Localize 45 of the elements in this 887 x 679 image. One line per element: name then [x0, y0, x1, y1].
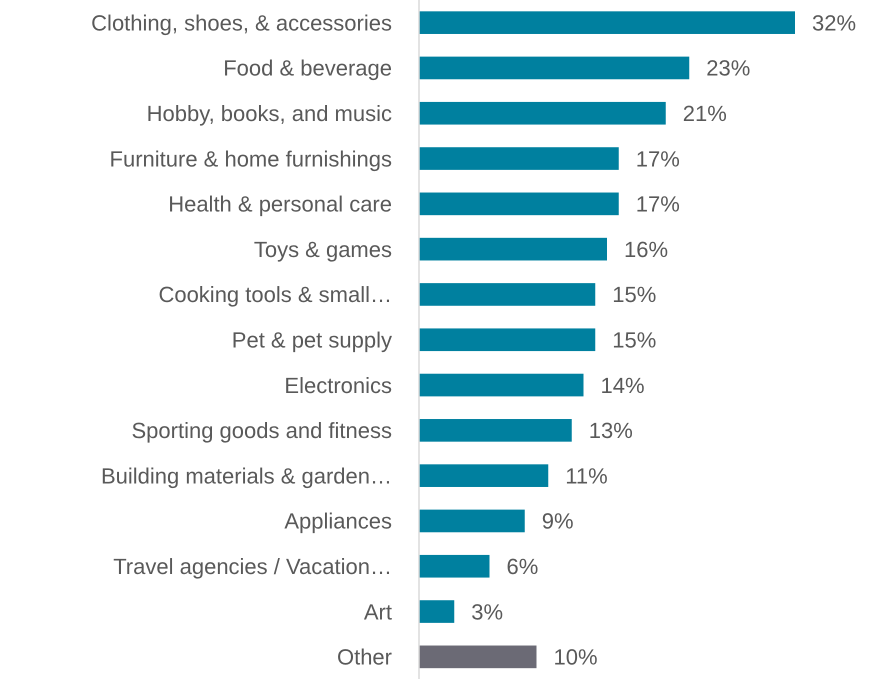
data-label: 3% — [471, 599, 504, 624]
y-tick-label: Clothing, shoes, & accessories — [91, 10, 392, 36]
bar — [419, 147, 619, 170]
bar — [419, 238, 607, 260]
bar — [419, 328, 596, 352]
data-label: 15% — [612, 327, 656, 352]
data-label: 15% — [612, 282, 656, 308]
bar — [419, 102, 666, 125]
y-tick-label: Toys & games — [254, 236, 392, 262]
data-label: 23% — [706, 56, 750, 81]
bar — [419, 192, 619, 216]
y-tick-label: Travel agencies / Vacation… — [113, 554, 392, 579]
y-tick-label: Cooking tools & small… — [158, 282, 392, 308]
data-label: 11% — [565, 463, 608, 488]
bar — [419, 56, 690, 80]
data-label: 21% — [682, 100, 727, 126]
bar — [419, 600, 454, 623]
y-tick-label: Food & beverage — [223, 56, 392, 81]
data-label: 6% — [506, 554, 538, 579]
y-tick-label: Hobby, books, and music — [146, 100, 392, 126]
y-tick-label: Electronics — [284, 372, 392, 398]
data-label: 13% — [588, 418, 633, 444]
data-label: 9% — [542, 508, 574, 534]
y-tick-label: Furniture & home furnishings — [110, 146, 392, 172]
data-label: 14% — [600, 372, 645, 398]
bar — [419, 510, 525, 532]
y-tick-label: Art — [364, 599, 392, 624]
bar — [419, 646, 536, 668]
data-label: 17% — [636, 192, 680, 217]
y-tick-label: Building materials & garden… — [100, 463, 392, 488]
y-tick-label: Pet & pet supply — [232, 327, 392, 352]
y-tick-label: Appliances — [284, 508, 392, 534]
y-tick-label: Health & personal care — [168, 192, 392, 217]
data-label: 17% — [636, 146, 680, 172]
bar — [419, 554, 490, 578]
y-tick-label: Other — [336, 644, 392, 670]
y-tick-label: Sporting goods and fitness — [131, 418, 392, 444]
data-label: 16% — [624, 236, 668, 262]
data-label: 32% — [812, 10, 856, 36]
bar — [419, 374, 584, 396]
bar — [419, 419, 572, 442]
data-label: 10% — [554, 644, 598, 670]
bar — [419, 283, 596, 306]
bar — [419, 464, 548, 487]
bar — [419, 11, 795, 34]
